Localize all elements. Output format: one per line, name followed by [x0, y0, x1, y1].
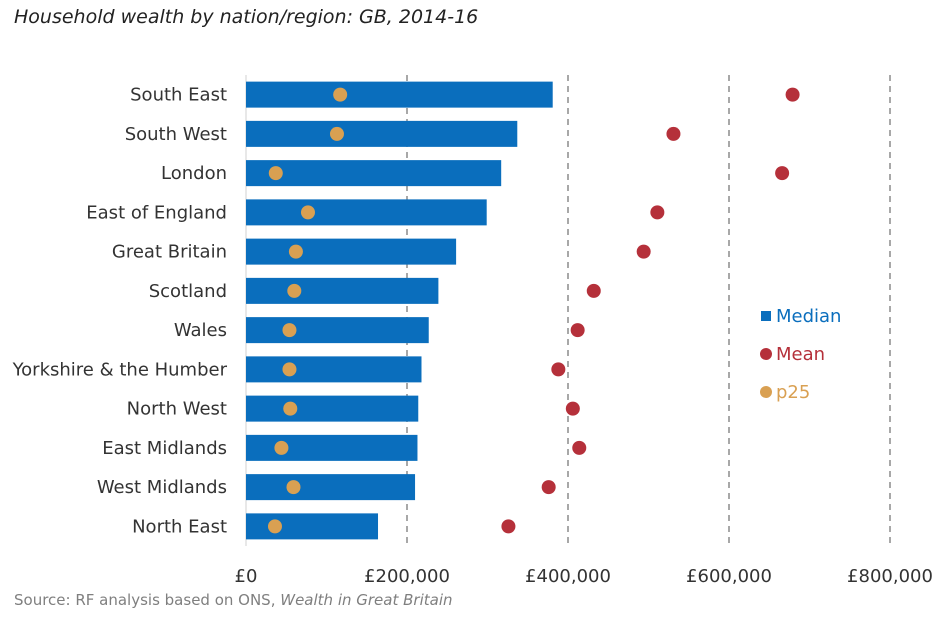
legend-swatch-p25 [760, 386, 772, 398]
legend-swatch-mean [760, 348, 772, 360]
source-note: Source: RF analysis based on ONS, Wealth… [14, 591, 453, 609]
bar-median-north-east [246, 513, 379, 540]
dot-mean-london [775, 166, 790, 181]
category-labels: South East South West London East of Englan… [12, 85, 228, 538]
dot-p25-east-of-england [300, 205, 315, 220]
bar-median-south-west [246, 120, 518, 147]
category-label-yorkshire-the-humber: Yorkshire & the Humber [12, 359, 228, 380]
dot-p25-east-midlands [274, 440, 289, 455]
x-tick-label-0: £0 [235, 566, 258, 587]
dot-p25-yorkshire-the-humber [282, 362, 297, 377]
x-tick-label-4: £800,000 [847, 566, 933, 587]
x-tick-label-3: £600,000 [686, 566, 772, 587]
source-italic: Wealth in Great Britain [280, 591, 453, 609]
dot-p25-great-britain [288, 244, 303, 259]
bar-median-west-midlands [246, 474, 416, 501]
legend-label-p25: p25 [776, 382, 810, 403]
bar-median-london [246, 160, 502, 187]
legend: Median Mean p25 [760, 306, 841, 403]
bar-layer [246, 81, 553, 540]
category-label-east-of-england: East of England [86, 202, 227, 223]
bar-median-great-britain [246, 238, 457, 265]
x-tick-labels: £0 £200,000 £400,000 £600,000 £800,000 [235, 566, 933, 587]
chart-title: Household wealth by nation/region: GB, 2… [14, 6, 479, 28]
dot-layer [267, 87, 800, 534]
bar-median-yorkshire-the-humber [246, 356, 422, 383]
category-label-great-britain: Great Britain [112, 242, 227, 263]
dot-mean-south-east [785, 87, 800, 102]
dot-p25-wales [282, 323, 297, 338]
dot-mean-south-west [666, 126, 681, 141]
dot-mean-east-of-england [650, 205, 665, 220]
grid-layer [245, 75, 891, 546]
category-label-london: London [161, 163, 227, 184]
dot-p25-south-west [329, 126, 344, 141]
bar-median-south-east [246, 81, 553, 108]
bar-median-wales [246, 317, 429, 344]
category-label-wales: Wales [174, 320, 227, 341]
bar-median-east-of-england [246, 199, 487, 226]
dot-mean-great-britain [636, 244, 651, 259]
category-label-scotland: Scotland [149, 281, 227, 302]
legend-label-median: Median [776, 306, 841, 327]
dot-p25-north-east [267, 519, 282, 534]
bar-median-scotland [246, 277, 439, 304]
legend-swatch-median [761, 311, 771, 321]
dot-mean-yorkshire-the-humber [551, 362, 566, 377]
source-prefix: Source: RF analysis based on ONS, [14, 591, 281, 609]
category-label-south-east: South East [130, 85, 227, 106]
category-label-west-midlands: West Midlands [97, 477, 227, 498]
category-label-south-west: South West [125, 124, 227, 145]
dot-p25-west-midlands [286, 480, 301, 495]
dot-mean-east-midlands [572, 440, 587, 455]
category-label-east-midlands: East Midlands [102, 438, 227, 459]
bar-median-north-west [246, 395, 419, 422]
dot-p25-scotland [287, 283, 302, 298]
dot-p25-north-west [283, 401, 298, 416]
category-label-north-east: North East [132, 516, 227, 537]
x-tick-label-2: £400,000 [525, 566, 611, 587]
dot-p25-london [268, 166, 283, 181]
dot-mean-north-west [565, 401, 580, 416]
legend-label-mean: Mean [776, 344, 825, 365]
dot-mean-north-east [501, 519, 516, 534]
dot-mean-west-midlands [541, 480, 556, 495]
dot-mean-wales [570, 323, 585, 338]
dot-p25-south-east [333, 87, 348, 102]
category-label-north-west: North West [127, 399, 227, 420]
bar-median-east-midlands [246, 434, 418, 461]
x-tick-label-1: £200,000 [364, 566, 450, 587]
dot-mean-scotland [586, 283, 601, 298]
